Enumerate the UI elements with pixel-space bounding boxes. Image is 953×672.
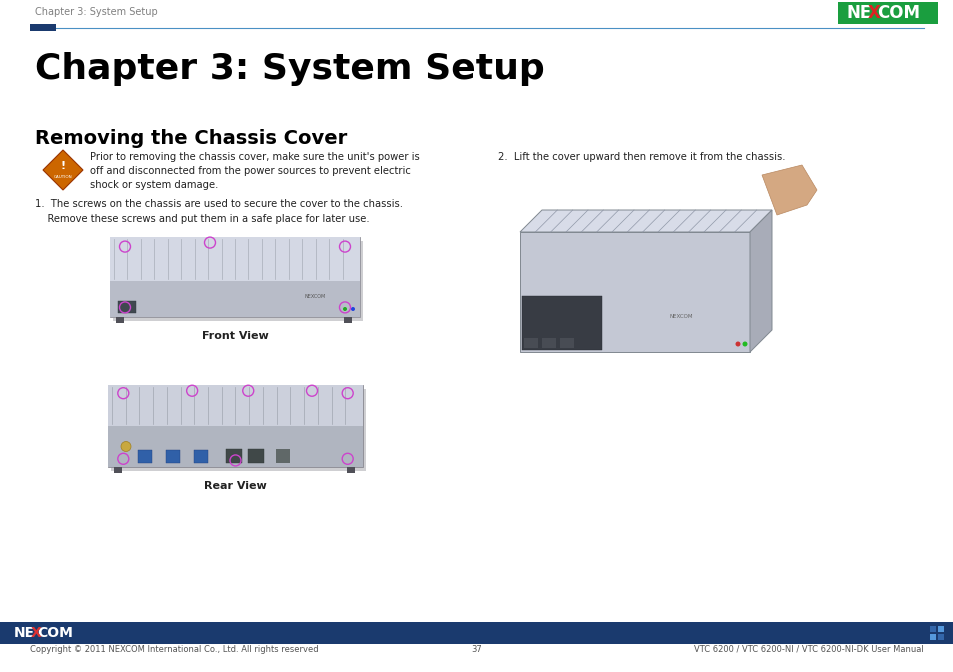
FancyBboxPatch shape (116, 316, 124, 323)
FancyBboxPatch shape (166, 450, 180, 463)
FancyBboxPatch shape (541, 338, 556, 348)
Text: COM: COM (37, 626, 72, 640)
Text: Chapter 3: System Setup: Chapter 3: System Setup (35, 52, 544, 86)
Text: Removing the Chassis Cover: Removing the Chassis Cover (35, 129, 347, 148)
FancyBboxPatch shape (113, 466, 122, 473)
FancyBboxPatch shape (0, 622, 953, 644)
FancyBboxPatch shape (112, 241, 363, 321)
FancyBboxPatch shape (248, 449, 264, 463)
FancyBboxPatch shape (110, 237, 359, 317)
FancyBboxPatch shape (108, 385, 363, 426)
Text: NE: NE (14, 626, 35, 640)
FancyBboxPatch shape (275, 449, 290, 463)
FancyBboxPatch shape (837, 2, 937, 24)
Text: NEXCOM: NEXCOM (669, 314, 692, 319)
FancyBboxPatch shape (521, 296, 602, 350)
FancyBboxPatch shape (929, 626, 935, 632)
Polygon shape (749, 210, 771, 352)
FancyBboxPatch shape (344, 316, 352, 323)
Circle shape (351, 307, 355, 311)
Text: CAUTION: CAUTION (53, 175, 72, 179)
Polygon shape (43, 150, 83, 190)
Text: 2.  Lift the cover upward then remove it from the chassis.: 2. Lift the cover upward then remove it … (497, 152, 784, 162)
FancyBboxPatch shape (523, 338, 537, 348)
Text: Chapter 3: System Setup: Chapter 3: System Setup (35, 7, 157, 17)
Text: X: X (866, 4, 880, 22)
Text: 37: 37 (471, 645, 482, 654)
Text: VTC 6200 / VTC 6200-NI / VTC 6200-NI-DK User Manual: VTC 6200 / VTC 6200-NI / VTC 6200-NI-DK … (694, 645, 923, 654)
Text: !: ! (60, 161, 66, 171)
FancyBboxPatch shape (108, 385, 363, 467)
FancyBboxPatch shape (118, 301, 136, 313)
Text: NE: NE (846, 4, 871, 22)
FancyBboxPatch shape (937, 626, 943, 632)
Text: X: X (30, 626, 41, 640)
FancyBboxPatch shape (929, 634, 935, 640)
Polygon shape (519, 210, 771, 232)
Text: COM: COM (876, 4, 919, 22)
FancyBboxPatch shape (226, 449, 242, 463)
Text: 1.  The screws on the chassis are used to secure the cover to the chassis.
    R: 1. The screws on the chassis are used to… (35, 199, 402, 224)
Circle shape (121, 442, 131, 452)
Circle shape (735, 341, 740, 347)
FancyBboxPatch shape (111, 389, 366, 471)
FancyBboxPatch shape (559, 338, 574, 348)
Text: Prior to removing the chassis cover, make sure the unit's power is
off and disco: Prior to removing the chassis cover, mak… (90, 152, 419, 190)
Text: Copyright © 2011 NEXCOM International Co., Ltd. All rights reserved: Copyright © 2011 NEXCOM International Co… (30, 645, 318, 654)
FancyBboxPatch shape (193, 450, 208, 463)
Text: Rear View: Rear View (204, 481, 267, 491)
Circle shape (741, 341, 747, 347)
FancyBboxPatch shape (108, 426, 363, 467)
Polygon shape (761, 165, 816, 215)
FancyBboxPatch shape (347, 466, 355, 473)
Text: NEXCOM: NEXCOM (305, 294, 326, 300)
FancyBboxPatch shape (110, 281, 359, 317)
Text: Front View: Front View (201, 331, 268, 341)
FancyBboxPatch shape (30, 24, 56, 31)
FancyBboxPatch shape (138, 450, 152, 463)
FancyBboxPatch shape (937, 634, 943, 640)
FancyBboxPatch shape (110, 237, 359, 281)
Circle shape (343, 307, 347, 311)
FancyBboxPatch shape (519, 232, 749, 352)
